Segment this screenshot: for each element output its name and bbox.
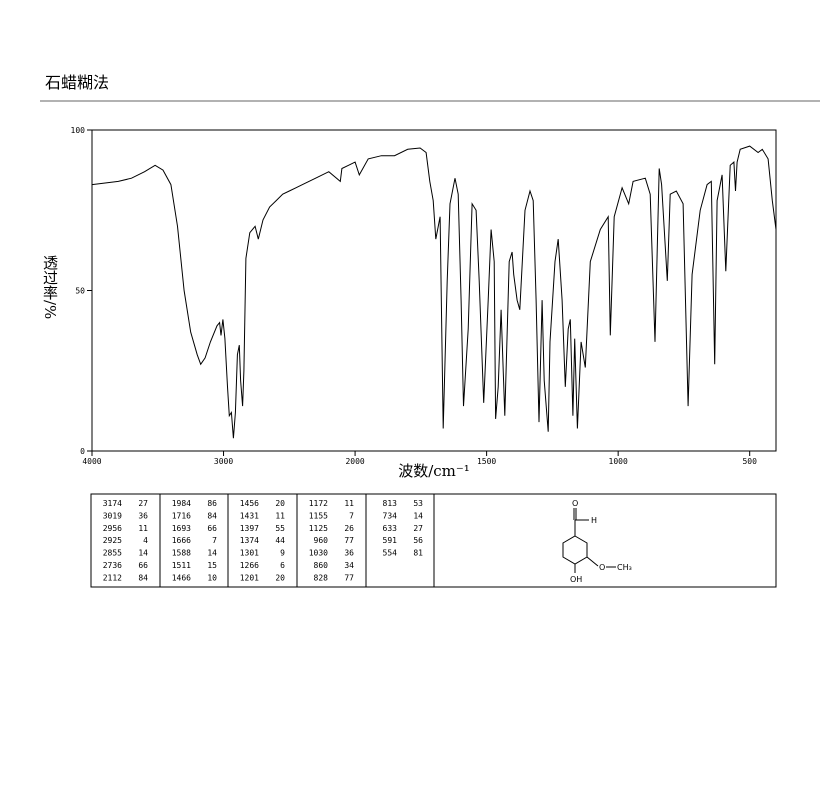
peak-wavenumber: 1511 — [172, 561, 191, 570]
peak-transmittance: 34 — [344, 561, 354, 570]
x-tick-label: 1000 — [609, 457, 628, 466]
title: 石蜡糊法 — [45, 73, 109, 92]
peak-wavenumber: 1984 — [172, 499, 191, 508]
peak-wavenumber: 1716 — [172, 511, 191, 520]
peak-transmittance: 44 — [275, 536, 285, 545]
peak-transmittance: 77 — [344, 536, 354, 545]
peak-wavenumber: 828 — [314, 573, 329, 582]
peak-transmittance: 15 — [207, 561, 217, 570]
peak-wavenumber: 1666 — [172, 536, 191, 545]
peak-wavenumber: 2925 — [103, 536, 122, 545]
peak-wavenumber: 2855 — [103, 549, 122, 558]
x-tick-label: 2000 — [345, 457, 364, 466]
peak-wavenumber: 1266 — [240, 561, 259, 570]
peak-transmittance: 10 — [207, 573, 217, 582]
spectrum-line — [91, 145, 777, 439]
x-tick-label: 4000 — [82, 457, 101, 466]
peak-wavenumber: 633 — [383, 524, 398, 533]
peak-transmittance: 84 — [138, 573, 148, 582]
peak-transmittance: 27 — [413, 524, 423, 533]
x-tick-label: 1500 — [477, 457, 496, 466]
plot-frame — [91, 129, 777, 452]
peak-wavenumber: 554 — [383, 549, 398, 558]
peak-transmittance: 11 — [275, 511, 285, 520]
peak-transmittance: 14 — [413, 511, 423, 520]
y-tick-label: 50 — [75, 287, 85, 296]
atom-label: H — [591, 516, 597, 525]
atom-label: O — [572, 499, 578, 508]
peak-wavenumber: 3019 — [103, 511, 122, 520]
peak-transmittance: 36 — [344, 549, 354, 558]
peak-transmittance: 14 — [138, 549, 148, 558]
peak-transmittance: 26 — [344, 524, 354, 533]
atom-label: CH₃ — [617, 563, 632, 572]
atom-label: OH — [570, 575, 582, 584]
peak-wavenumber: 1588 — [172, 549, 191, 558]
peak-transmittance: 77 — [344, 573, 354, 582]
peak-transmittance: 55 — [275, 524, 285, 533]
peak-transmittance: 14 — [207, 549, 217, 558]
peak-wavenumber: 1030 — [309, 549, 328, 558]
peak-transmittance: 66 — [138, 561, 148, 570]
y-axis-label: 透过率/% — [41, 255, 59, 319]
peak-wavenumber: 813 — [383, 499, 398, 508]
peak-transmittance: 11 — [344, 499, 354, 508]
peak-wavenumber: 2736 — [103, 561, 122, 570]
peak-transmittance: 9 — [280, 549, 285, 558]
y-tick-label: 100 — [71, 126, 86, 135]
peak-wavenumber: 2112 — [103, 573, 122, 582]
peak-wavenumber: 960 — [314, 536, 329, 545]
peak-wavenumber: 734 — [383, 511, 398, 520]
peak-transmittance: 7 — [349, 511, 354, 520]
peak-wavenumber: 1201 — [240, 573, 259, 582]
peak-transmittance: 53 — [413, 499, 423, 508]
peak-wavenumber: 1125 — [309, 524, 328, 533]
peak-transmittance: 20 — [275, 573, 285, 582]
peak-transmittance: 11 — [138, 524, 148, 533]
peak-wavenumber: 591 — [383, 536, 398, 545]
y-tick-label: 0 — [80, 447, 85, 456]
atom-label: O — [599, 563, 605, 572]
peak-transmittance: 7 — [212, 536, 217, 545]
peak-transmittance: 6 — [280, 561, 285, 570]
x-tick-label: 3000 — [214, 457, 233, 466]
peak-transmittance: 27 — [138, 499, 148, 508]
peak-wavenumber: 1172 — [309, 499, 328, 508]
peak-wavenumber: 1155 — [309, 511, 328, 520]
peak-wavenumber: 1397 — [240, 524, 259, 533]
peak-transmittance: 66 — [207, 524, 217, 533]
peak-transmittance: 84 — [207, 511, 217, 520]
peak-transmittance: 56 — [413, 536, 423, 545]
table-dividers — [159, 494, 435, 587]
peak-wavenumber: 1466 — [172, 573, 191, 582]
peak-transmittance: 36 — [138, 511, 148, 520]
peak-wavenumber: 1693 — [172, 524, 191, 533]
peak-wavenumber: 1431 — [240, 511, 259, 520]
x-tick-label: 500 — [742, 457, 757, 466]
peak-transmittance: 20 — [275, 499, 285, 508]
peak-transmittance: 4 — [143, 536, 148, 545]
peak-transmittance: 81 — [413, 549, 423, 558]
peak-wavenumber: 2956 — [103, 524, 122, 533]
peak-transmittance: 86 — [207, 499, 217, 508]
peak-wavenumber: 860 — [314, 561, 329, 570]
peak-wavenumber: 3174 — [103, 499, 122, 508]
peak-wavenumber: 1301 — [240, 549, 259, 558]
peak-wavenumber: 1456 — [240, 499, 259, 508]
x-axis-label: 波数/cm⁻¹ — [398, 462, 470, 480]
structure — [562, 508, 616, 573]
peak-wavenumber: 1374 — [240, 536, 259, 545]
